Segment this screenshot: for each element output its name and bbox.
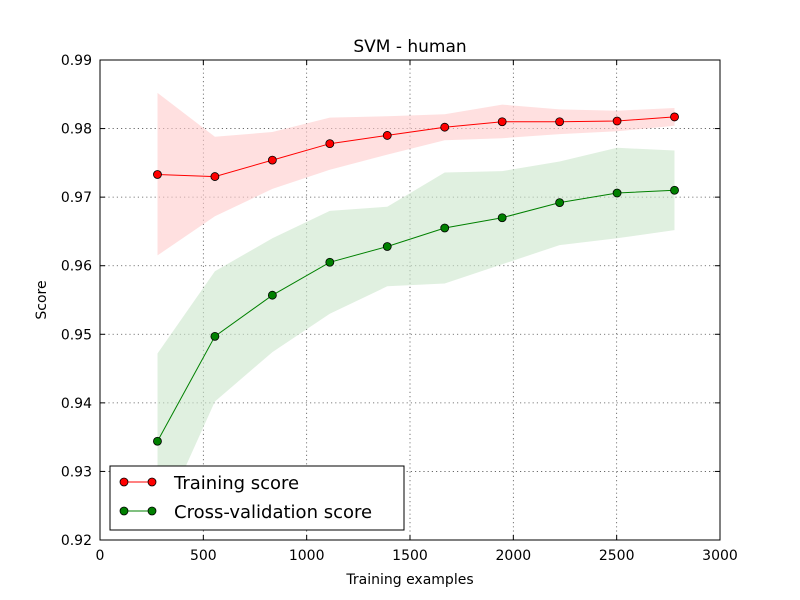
legend-label-training: Training score	[173, 473, 299, 494]
legend-label-cross-validation: Cross-validation score	[174, 502, 372, 523]
y-tick-label: 0.96	[61, 259, 92, 275]
y-tick-label: 0.92	[61, 533, 92, 549]
training-score-point	[382, 131, 392, 140]
cross-validation-score-point	[153, 436, 162, 446]
x-tick-label: 0	[96, 548, 105, 564]
training-score-line	[157, 116, 675, 178]
training-score-point	[153, 170, 162, 179]
y-tick-label: 0.99	[61, 53, 92, 69]
y-tick-label: 0.93	[61, 464, 92, 480]
legend-box	[109, 465, 405, 531]
training-score-point	[210, 172, 220, 181]
cross-validation-score-point	[382, 242, 392, 251]
series-lines	[157, 116, 675, 442]
y-tick-label: 0.95	[61, 327, 92, 343]
y-tick-label: 0.98	[61, 122, 92, 138]
training-score-point	[612, 116, 622, 126]
legend-marker-training	[119, 477, 129, 487]
series-markers	[153, 112, 679, 446]
cross-validation-score-point	[325, 257, 335, 267]
y-axis-label: Score	[34, 280, 50, 319]
x-tick-label: 1500	[392, 548, 428, 564]
cross-validation-score-point	[612, 188, 622, 198]
legend-marker-training	[147, 477, 157, 487]
x-axis-label: Training examples	[345, 572, 473, 588]
axis-ticks: 0 500 1000 1500 2000 2500 3000 0.92 0.93 0.94 0.95…	[61, 53, 738, 564]
training-score-band	[157, 92, 675, 256]
legend: Training score Cross-validation score	[109, 465, 405, 531]
training-score-point	[670, 112, 679, 122]
training-score-point	[440, 122, 450, 132]
training-score-point	[555, 117, 565, 127]
chart-title: SVM - human	[353, 37, 466, 57]
y-tick-label: 0.97	[61, 190, 92, 206]
cross-validation-score-line	[157, 189, 675, 442]
training-score-point	[497, 117, 507, 127]
x-tick-label: 1000	[289, 548, 325, 564]
x-tick-label: 500	[190, 548, 217, 564]
legend-marker-cross-validation	[147, 506, 157, 516]
y-tick-label: 0.94	[61, 396, 92, 412]
cross-validation-score-point	[210, 331, 220, 341]
cross-validation-score-point	[267, 290, 277, 300]
legend-marker-cross-validation	[119, 506, 129, 516]
confidence-bands	[157, 92, 675, 530]
cross-validation-score-point	[497, 213, 507, 223]
cross-validation-score-point	[440, 223, 450, 233]
training-score-point	[325, 139, 335, 149]
cross-validation-score-band	[157, 147, 675, 530]
training-score-point	[267, 155, 277, 165]
x-tick-label: 3000	[702, 548, 738, 564]
x-tick-label: 2500	[599, 548, 635, 564]
x-tick-label: 2000	[496, 548, 532, 564]
cross-validation-score-point	[670, 185, 679, 195]
cross-validation-score-point	[555, 198, 565, 208]
